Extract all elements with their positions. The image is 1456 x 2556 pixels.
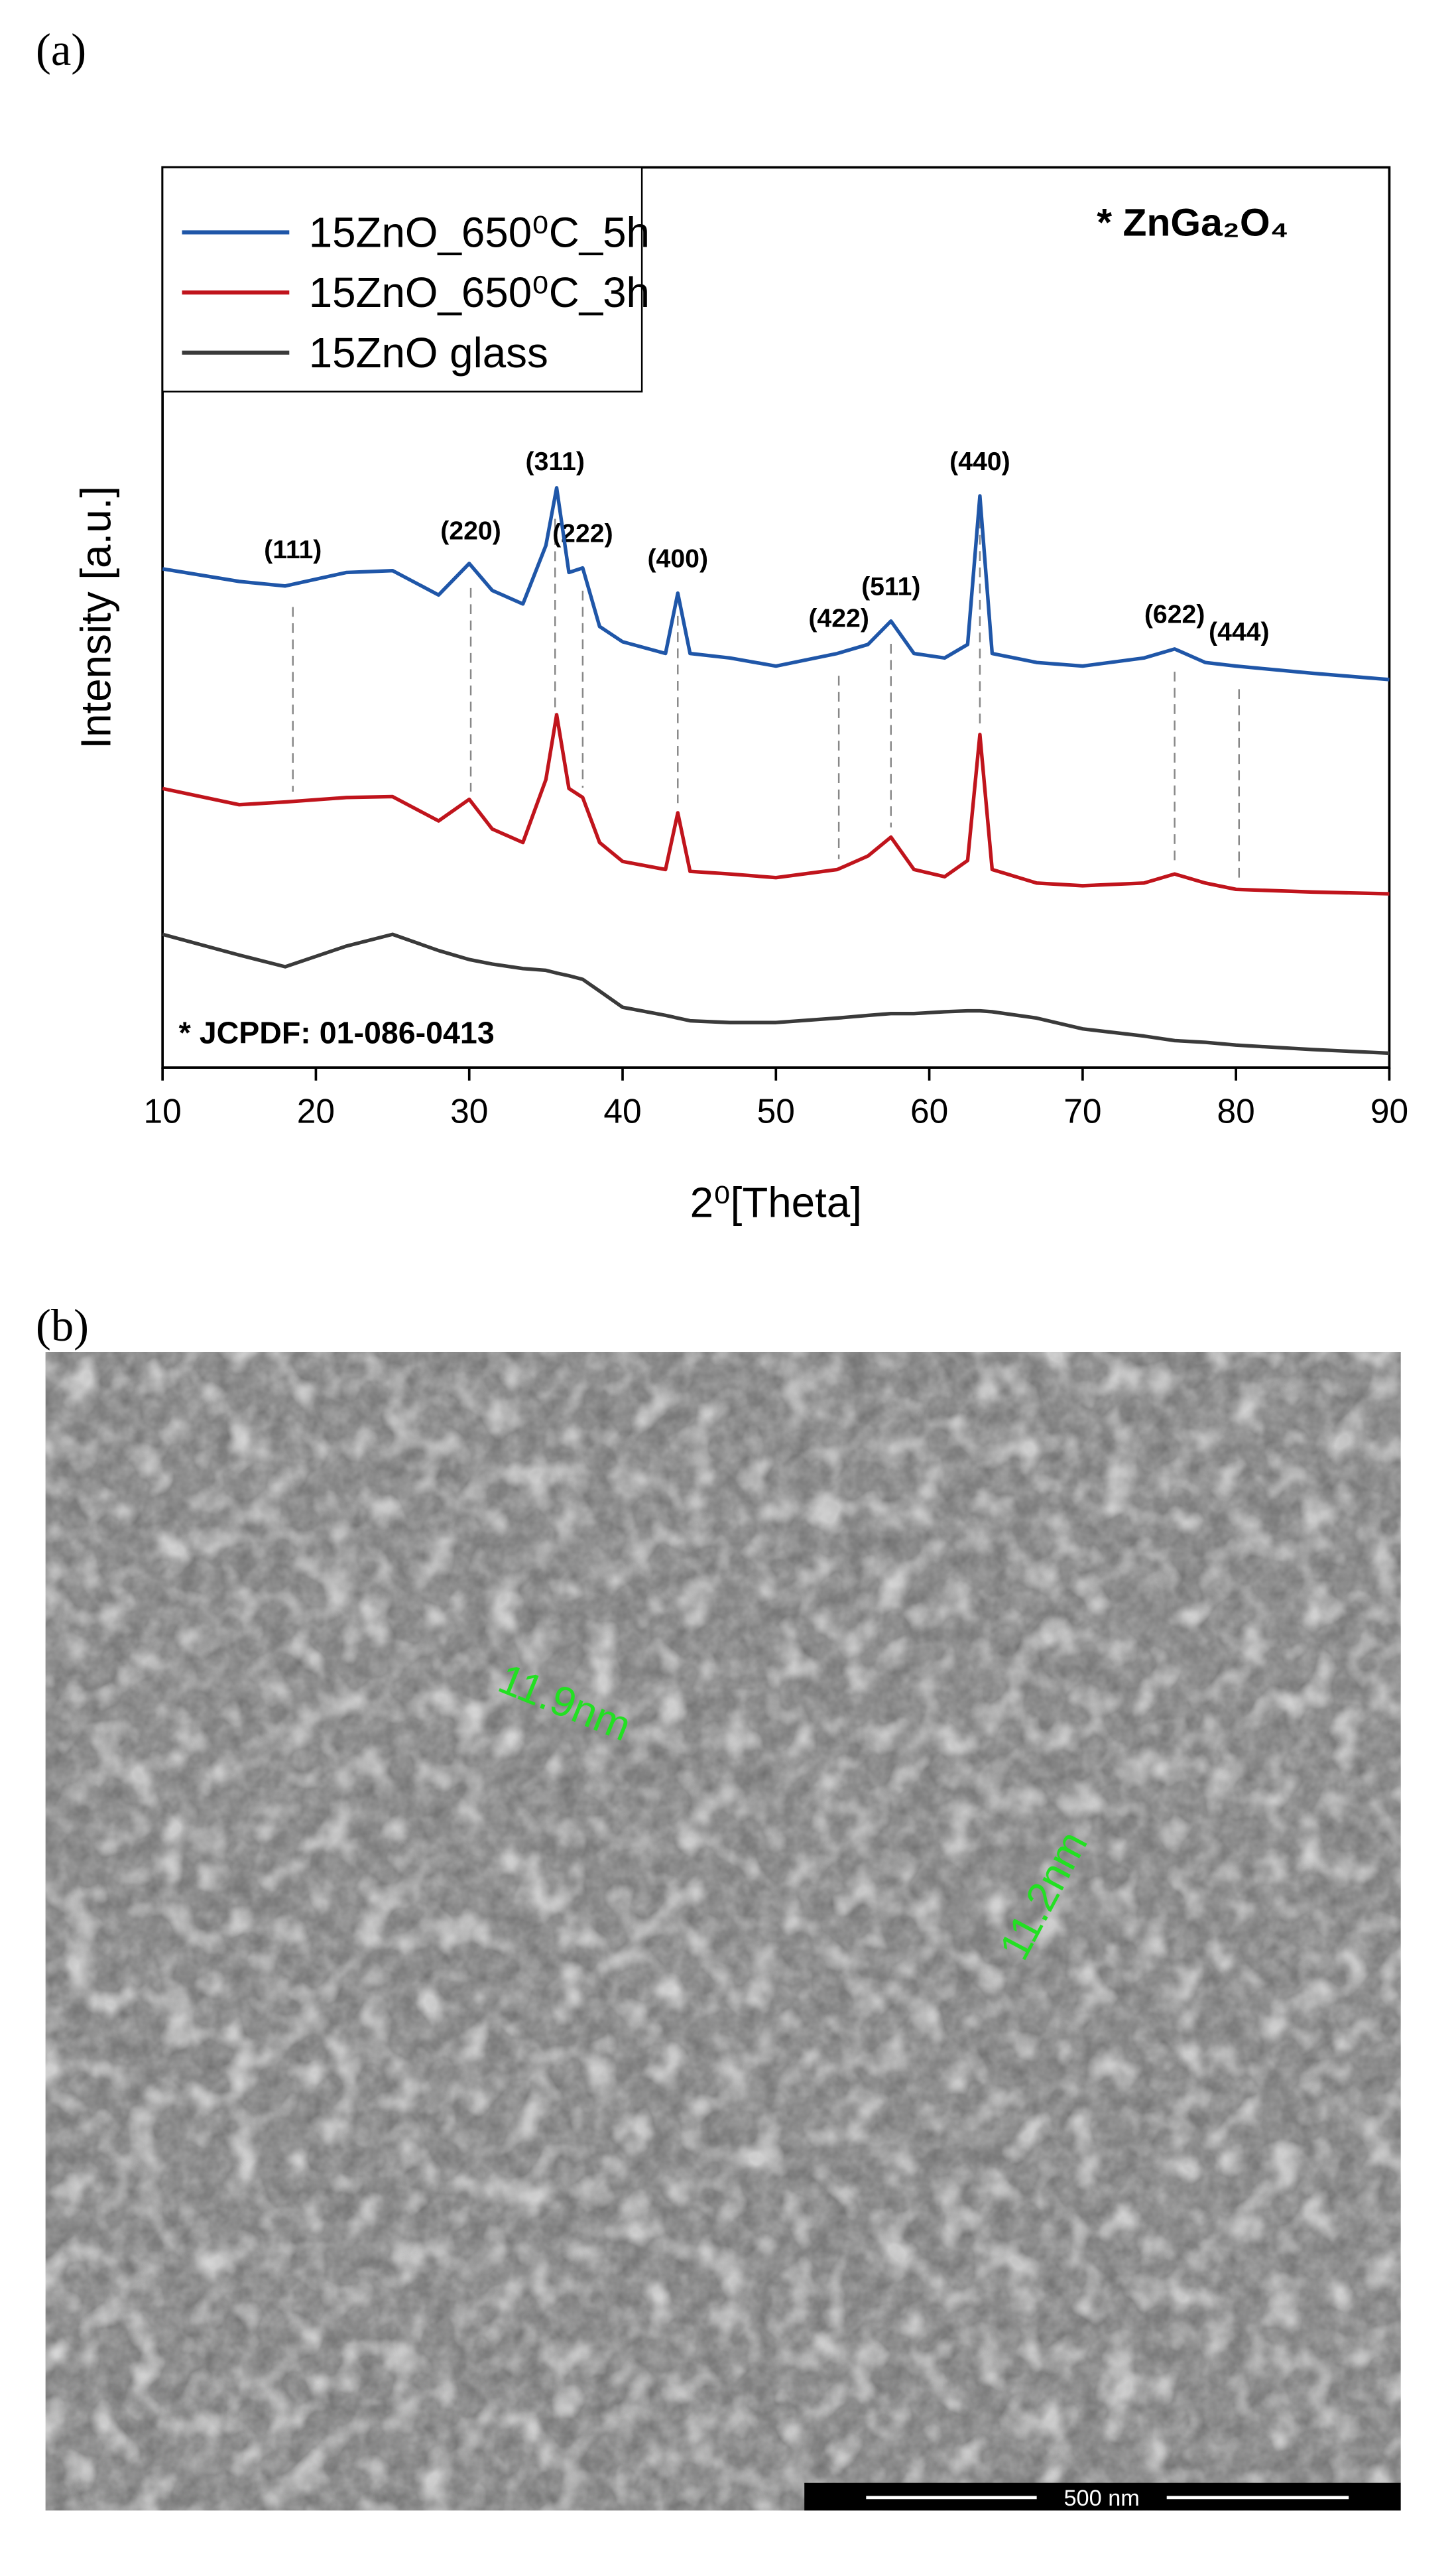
peak-label: (511) [861,572,920,601]
x-tick-label: 70 [1063,1091,1101,1130]
x-tick-label: 80 [1217,1091,1255,1130]
footnote: * JCPDF: 01-086-0413 [179,1015,495,1050]
x-tick-label: 30 [450,1091,488,1130]
x-tick-label: 50 [757,1091,795,1130]
peak-label: (444) [1209,618,1270,646]
micrograph: 11.9nm 11.2nm 500 nm [45,1352,1401,2511]
x-tick-label: 10 [144,1091,182,1130]
peak-label: (440) [949,448,1010,476]
series-line [162,713,1390,896]
legend-label: 15ZnO_650⁰C_5h [309,209,650,257]
peak-label: (422) [808,605,869,633]
peak-label: (311) [526,448,585,476]
x-axis-title: 2⁰[Theta] [690,1179,862,1227]
peak-label: (622) [1144,601,1205,629]
y-axis-title: Intensity [a.u.] [72,486,120,749]
peak-label: (400) [648,544,709,573]
peak-label: (111) [264,536,322,564]
x-tick-label: 90 [1370,1091,1408,1130]
panel-label: (b) [36,1300,89,1351]
scale-bar-label: 500 nm [1063,2486,1139,2511]
panel-label: (a) [36,25,86,75]
legend-label: 15ZnO_650⁰C_3h [309,269,650,316]
xrd-chart: 10 20 30 40 50 60 70 80 90 2⁰[Theta] Intensity [a.… [72,166,1408,1227]
x-tick-label: 40 [603,1091,641,1130]
x-tick-label: 20 [297,1091,335,1130]
annotation: * ZnGa₂O₄ [1097,201,1288,244]
scale-bar-gap [1036,2484,1167,2509]
series-line [162,486,1390,682]
legend-label: 15ZnO glass [309,329,548,377]
peak-label: (220) [440,517,501,545]
x-tick-label: 60 [910,1091,948,1130]
sem-particles [45,1352,1401,2511]
series-line [162,932,1390,1056]
